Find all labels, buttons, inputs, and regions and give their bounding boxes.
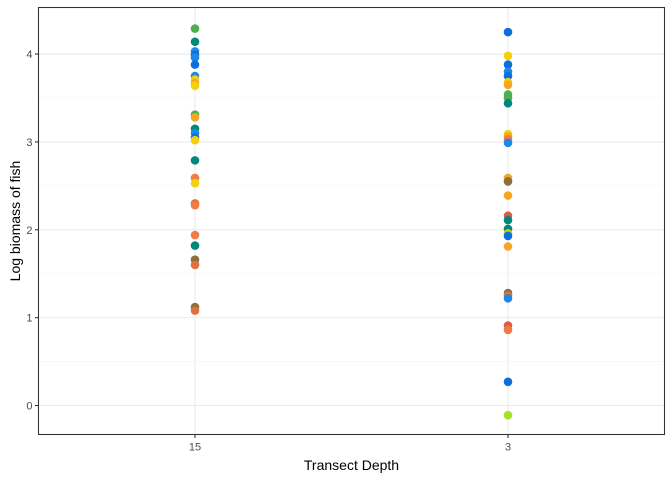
data-point	[503, 80, 513, 90]
x-axis: 15 3	[189, 434, 511, 454]
y-axis-title: Log biomass of fish	[7, 161, 23, 282]
data-point	[503, 98, 513, 108]
y-tick-label: 0	[26, 401, 32, 413]
data-point	[503, 177, 513, 186]
x-axis-title: Transect Depth	[304, 457, 399, 473]
data-points	[190, 24, 513, 420]
data-point	[503, 377, 513, 387]
plot-background	[38, 7, 665, 435]
data-point	[503, 294, 513, 303]
data-point	[503, 138, 513, 148]
data-point	[503, 51, 513, 61]
data-point	[190, 200, 200, 210]
x-tick-label: 15	[189, 442, 201, 454]
data-point	[190, 135, 200, 145]
data-point	[503, 410, 513, 420]
data-point	[503, 191, 513, 200]
data-point	[190, 60, 200, 69]
data-point	[503, 60, 513, 69]
data-point	[503, 231, 513, 241]
x-tick-label: 3	[505, 442, 511, 454]
y-tick-label: 3	[26, 137, 32, 149]
data-point	[190, 81, 200, 90]
data-point	[503, 215, 513, 225]
data-point	[190, 37, 200, 47]
data-point	[503, 242, 513, 251]
data-point	[503, 27, 513, 37]
data-point	[190, 53, 200, 62]
y-tick-label: 1	[26, 313, 32, 325]
plot-border	[37, 6, 666, 436]
data-point	[190, 156, 200, 165]
data-point	[190, 241, 200, 250]
data-point	[190, 260, 200, 270]
data-point	[190, 24, 200, 33]
y-axis: 0 1 2 3 4	[26, 49, 39, 413]
y-tick-label: 2	[26, 225, 32, 237]
data-point	[190, 178, 200, 188]
data-point	[503, 325, 513, 335]
data-point	[190, 113, 200, 122]
data-point	[190, 306, 200, 315]
data-point	[190, 230, 200, 240]
data-point	[503, 71, 513, 81]
y-tick-label: 4	[26, 49, 32, 61]
